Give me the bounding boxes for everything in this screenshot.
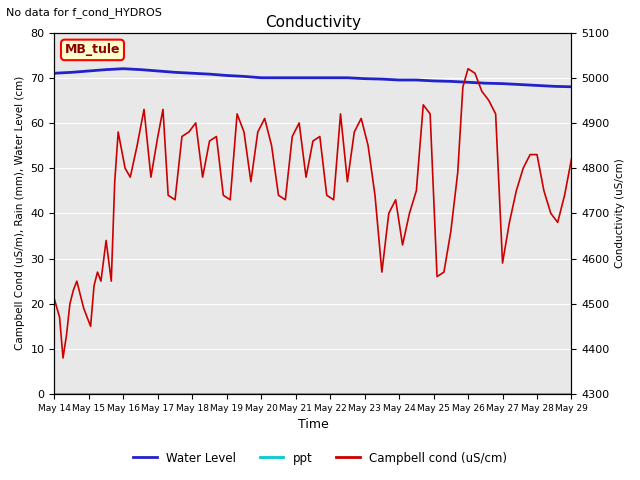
X-axis label: Time: Time — [298, 419, 328, 432]
Y-axis label: Campbell Cond (uS/m), Rain (mm), Water Level (cm): Campbell Cond (uS/m), Rain (mm), Water L… — [15, 76, 25, 350]
Text: MB_tule: MB_tule — [65, 43, 120, 57]
Legend: Water Level, ppt, Campbell cond (uS/cm): Water Level, ppt, Campbell cond (uS/cm) — [128, 447, 512, 469]
Title: Conductivity: Conductivity — [265, 15, 361, 30]
Y-axis label: Conductivity (uS/cm): Conductivity (uS/cm) — [615, 158, 625, 268]
Text: No data for f_cond_HYDROS: No data for f_cond_HYDROS — [6, 7, 163, 18]
